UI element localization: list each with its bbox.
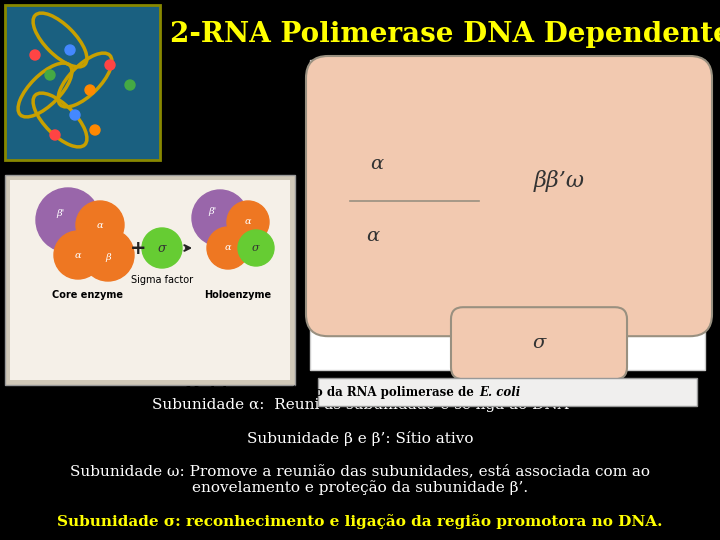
FancyBboxPatch shape <box>451 307 627 379</box>
Text: +: + <box>130 239 146 258</box>
Text: β: β <box>105 253 111 261</box>
FancyBboxPatch shape <box>5 175 295 385</box>
Text: σ: σ <box>532 334 546 352</box>
Text: ββ’ω: ββ’ω <box>534 170 585 192</box>
Text: β': β' <box>208 207 216 217</box>
FancyBboxPatch shape <box>5 5 160 160</box>
Circle shape <box>207 227 249 269</box>
FancyBboxPatch shape <box>306 56 712 336</box>
FancyBboxPatch shape <box>310 60 705 370</box>
Text: Core enzyme: Core enzyme <box>53 290 124 300</box>
Text: α: α <box>225 244 231 253</box>
Text: α: α <box>366 227 379 245</box>
Text: α: α <box>96 220 103 230</box>
Text: α: α <box>75 251 81 260</box>
Text: Subunidade α:  Reuni as subunidade e se liga ao DNA: Subunidade α: Reuni as subunidade e se l… <box>152 398 568 412</box>
Text: enovelamento e proteção da subunidade β’.: enovelamento e proteção da subunidade β’… <box>192 481 528 495</box>
Circle shape <box>45 70 55 80</box>
Text: E. coli: E. coli <box>480 386 521 399</box>
Text: 2-RNA Polimerase DNA Dependente: 2-RNA Polimerase DNA Dependente <box>170 22 720 49</box>
Circle shape <box>125 80 135 90</box>
Circle shape <box>36 188 100 252</box>
Text: Sigma factor: Sigma factor <box>131 275 193 285</box>
Text: α: α <box>370 155 383 173</box>
Circle shape <box>70 110 80 120</box>
Circle shape <box>85 85 95 95</box>
Text: Subunidade ω: Promove a reunião das subunidades, está associada com ao: Subunidade ω: Promove a reunião das subu… <box>70 464 650 478</box>
Text: β': β' <box>56 208 64 218</box>
Circle shape <box>105 60 115 70</box>
FancyBboxPatch shape <box>10 180 290 380</box>
Circle shape <box>142 228 182 268</box>
Text: σ: σ <box>252 243 260 253</box>
Text: Subunidade σ: reconhecimento e ligação da região promotora no DNA.: Subunidade σ: reconhecimento e ligação d… <box>58 515 662 529</box>
Text: Subunidade β e β’: Sítio ativo: Subunidade β e β’: Sítio ativo <box>247 430 473 445</box>
FancyBboxPatch shape <box>318 378 697 406</box>
Circle shape <box>82 229 134 281</box>
Circle shape <box>30 50 40 60</box>
Circle shape <box>65 45 75 55</box>
Text: σ: σ <box>158 241 166 254</box>
Circle shape <box>90 125 100 135</box>
Circle shape <box>54 231 102 279</box>
Text: α: α <box>245 218 251 226</box>
Circle shape <box>76 201 124 249</box>
Circle shape <box>238 230 274 266</box>
Circle shape <box>227 201 269 243</box>
Text: Holoenzyme: Holoenzyme <box>204 290 271 300</box>
Text: Modelo esquemático da RNA polimerase de: Modelo esquemático da RNA polimerase de <box>186 385 477 399</box>
Circle shape <box>192 190 248 246</box>
Circle shape <box>50 130 60 140</box>
